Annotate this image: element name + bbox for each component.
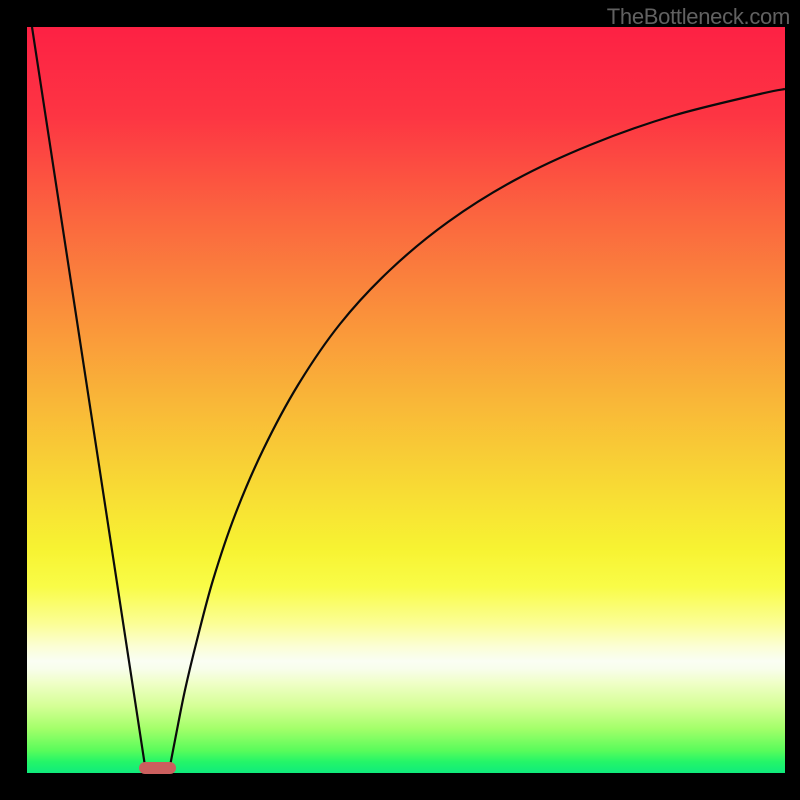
- bottleneck-marker: [139, 762, 176, 774]
- plot-background: [27, 27, 785, 773]
- bottleneck-chart: TheBottleneck.com: [0, 0, 800, 800]
- watermark-text: TheBottleneck.com: [607, 4, 790, 30]
- chart-svg: [0, 0, 800, 800]
